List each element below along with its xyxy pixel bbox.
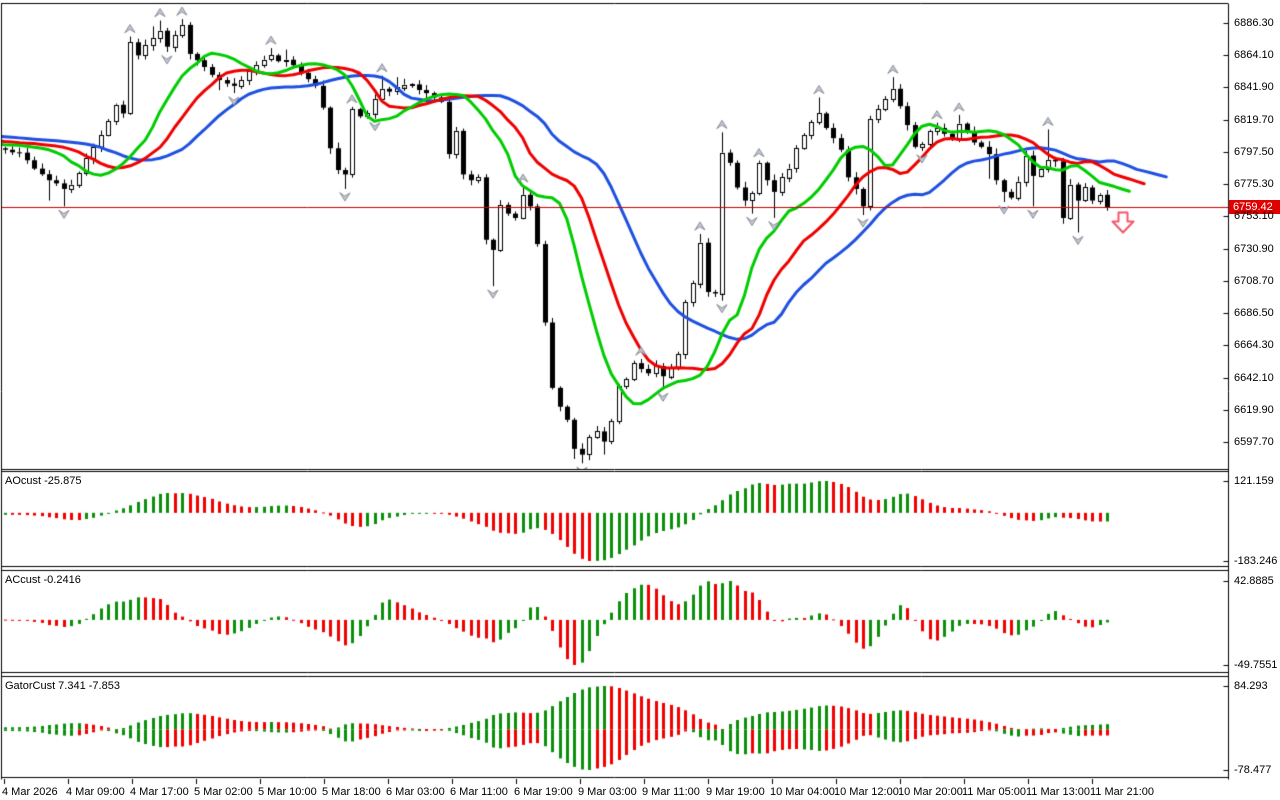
- time-axis-label: 4 Mar 09:00: [66, 786, 125, 798]
- price-axis-label: 6619.90: [1234, 404, 1274, 416]
- price-axis-label: 6797.50: [1234, 146, 1274, 158]
- price-axis-label: 6819.70: [1234, 114, 1274, 126]
- indicator-max-label: 84.293: [1234, 680, 1268, 692]
- time-axis-label: 4 Mar 17:00: [130, 786, 189, 798]
- time-axis-label: 5 Mar 02:00: [194, 786, 253, 798]
- price-axis-label: 6841.90: [1234, 81, 1274, 93]
- time-axis-label: 11 Mar 21:00: [1090, 786, 1155, 798]
- price-axis-label: 6686.50: [1234, 307, 1274, 319]
- indicator-header-aocust: AOcust -25.875: [3, 475, 84, 488]
- price-axis-label: 6730.90: [1234, 243, 1274, 255]
- time-axis-label: 11 Mar 13:00: [1026, 786, 1091, 798]
- indicator-max-label: 42.8885: [1234, 575, 1274, 587]
- price-axis-label: 6642.10: [1234, 372, 1274, 384]
- time-axis-label: 10 Mar 12:00: [834, 786, 899, 798]
- current-price-tag: 6759.42: [1229, 200, 1280, 214]
- indicator-header-accust: ACcust -0.2416: [3, 574, 83, 587]
- indicator-min-label: -49.7551: [1234, 659, 1278, 671]
- price-axis-label: 6753.10: [1234, 210, 1274, 222]
- time-axis-label: 9 Mar 11:00: [642, 786, 700, 798]
- price-axis-label: 6775.30: [1234, 178, 1274, 190]
- time-axis-label: 11 Mar 05:00: [962, 786, 1027, 798]
- price-axis-label: 6597.70: [1234, 436, 1274, 448]
- time-axis-label: 9 Mar 19:00: [706, 786, 765, 798]
- time-axis-label: 5 Mar 10:00: [258, 786, 317, 798]
- time-axis-label: 10 Mar 20:00: [898, 786, 963, 798]
- time-axis-label: 6 Mar 03:00: [386, 786, 445, 798]
- time-axis-label: 6 Mar 11:00: [450, 786, 508, 798]
- price-axis-label: 6864.10: [1234, 49, 1274, 61]
- time-axis-label: 6 Mar 19:00: [514, 786, 573, 798]
- time-axis-label: 4 Mar 2026: [2, 786, 58, 798]
- time-axis-label: 10 Mar 04:00: [770, 786, 835, 798]
- time-axis-label: 5 Mar 18:00: [322, 786, 381, 798]
- price-axis-label: 6886.30: [1234, 17, 1274, 29]
- indicator-header-gatorcust: GatorCust 7.341 -7.853: [3, 680, 122, 693]
- indicator-min-label: -78.477: [1234, 764, 1272, 776]
- price-axis-label: 6664.30: [1234, 339, 1274, 351]
- time-axis-label: 9 Mar 03:00: [578, 786, 637, 798]
- indicator-max-label: 121.159: [1234, 475, 1274, 487]
- price-axis-label: 6708.70: [1234, 275, 1274, 287]
- indicator-min-label: -183.246: [1234, 555, 1278, 567]
